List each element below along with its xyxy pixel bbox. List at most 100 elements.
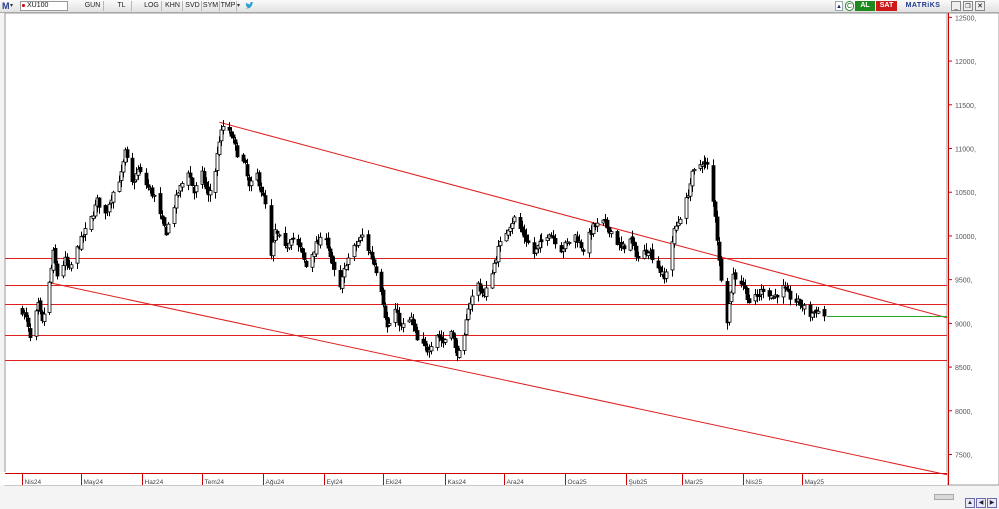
candle-body	[263, 195, 268, 205]
arrow-up-icon[interactable]: ▲	[835, 1, 843, 11]
candle-body	[42, 313, 47, 323]
candle-body	[656, 260, 661, 269]
candle-body	[374, 266, 379, 274]
price-tick-label: 9500,	[955, 278, 973, 285]
candle-body	[700, 164, 705, 167]
candle-body	[53, 247, 58, 264]
candle-body	[275, 230, 280, 234]
chevron-down-icon[interactable]: ▾	[10, 3, 14, 9]
c-button[interactable]: C	[845, 1, 854, 11]
minimize-icon[interactable]: _	[951, 1, 961, 11]
candle-body	[241, 154, 246, 162]
candle-body	[366, 234, 371, 251]
candle-body	[291, 237, 296, 240]
sell-button[interactable]: SAT	[876, 1, 897, 11]
candlestick-chart[interactable]: 12500, 12000, 11500, 11000, 10500, 10000, 9500…	[0, 12, 999, 497]
candle-body	[634, 245, 639, 258]
candle-body	[719, 258, 724, 281]
candle-body	[387, 323, 392, 326]
candle-body	[269, 205, 274, 256]
candle-body	[360, 234, 365, 238]
sym-button[interactable]: SYM	[202, 1, 220, 11]
candle-body	[298, 242, 303, 248]
candle-body	[561, 248, 566, 252]
chart-toolbar: M ▾ XU100 GUN TL LOG KHN SVD SYM TMP ▾ ▲…	[0, 0, 999, 13]
candle-body	[326, 237, 331, 249]
candle-body	[257, 172, 262, 187]
candle-body	[271, 241, 276, 257]
candle-body	[352, 244, 357, 258]
candle-body	[802, 304, 807, 310]
candle-body	[55, 263, 60, 277]
twitter-bird-icon[interactable]	[244, 1, 254, 11]
currency-button[interactable]: TL	[112, 1, 132, 11]
candle-body	[69, 264, 74, 269]
log-button[interactable]: LOG	[142, 1, 162, 11]
candle-body	[304, 260, 309, 267]
symbol-field[interactable]: XU100	[20, 1, 68, 11]
time-tick-label: Oca25	[568, 479, 588, 486]
candle-body	[705, 162, 710, 165]
candle-body	[725, 281, 730, 324]
buy-button[interactable]: AL	[855, 1, 875, 11]
candle-body	[415, 330, 420, 341]
tmp-button[interactable]: TMP	[220, 1, 237, 11]
candle-body	[757, 295, 762, 298]
close-icon[interactable]: ✕	[975, 1, 985, 11]
time-tick-label: Eki24	[386, 479, 403, 486]
time-tick-label: Şub25	[629, 479, 648, 486]
candle-body	[715, 216, 720, 241]
time-tick-label: Nis24	[25, 479, 42, 486]
svd-button[interactable]: SVD	[184, 1, 202, 11]
candle-body	[771, 297, 776, 299]
candle-body	[346, 257, 351, 265]
khn-button[interactable]: KHN	[163, 1, 183, 11]
candle-body	[646, 252, 651, 257]
time-tick-label: May25	[805, 479, 825, 486]
chevron-up-icon[interactable]: ▲	[965, 498, 975, 508]
price-tick-label: 9000,	[955, 321, 973, 328]
candle-body	[202, 171, 207, 184]
candle-body	[717, 241, 722, 261]
candle-body	[822, 309, 827, 317]
candle-body	[395, 309, 400, 313]
candle-body	[587, 231, 592, 254]
candle-body	[190, 177, 195, 187]
candle-body	[526, 240, 531, 243]
trend-line	[51, 282, 948, 476]
price-tick-label: 10000,	[955, 234, 976, 241]
candle-body	[180, 183, 185, 188]
arrow-left-icon[interactable]: ◀	[976, 498, 986, 508]
candle-body	[97, 197, 102, 208]
chevron-down-icon[interactable]: ▾	[237, 3, 241, 9]
candle-body	[89, 216, 94, 230]
candle-body	[227, 126, 232, 131]
candle-body	[492, 262, 497, 273]
candle-body	[219, 129, 224, 142]
arrow-right-icon[interactable]: ▶	[987, 498, 997, 508]
candle-body	[132, 181, 137, 183]
price-tick-label: 8000,	[955, 409, 973, 416]
candle-body	[24, 312, 29, 318]
period-button[interactable]: GUN	[82, 1, 104, 11]
candle-body	[277, 234, 282, 237]
candle-body	[457, 350, 462, 358]
candle-body	[61, 265, 66, 277]
candle-body	[166, 223, 171, 234]
candle-body	[261, 192, 266, 196]
candle-body	[215, 153, 220, 171]
candle-body	[146, 184, 151, 188]
candle-body	[176, 192, 181, 196]
candle-body	[393, 308, 398, 323]
candle-body	[462, 334, 467, 351]
candle-body	[810, 312, 815, 318]
price-chart[interactable]: 12500, 12000, 11500, 11000, 10500, 10000, 9500…	[0, 12, 999, 508]
time-tick-label: May24	[84, 479, 104, 486]
candle-body	[150, 187, 155, 197]
restore-icon[interactable]: ❐	[963, 1, 973, 11]
candle-body	[130, 157, 135, 183]
time-tick-label: Ağu24	[266, 479, 285, 486]
horizontal-scrollbar[interactable]	[934, 494, 954, 500]
candle-body	[302, 252, 307, 260]
candle-body	[605, 219, 610, 229]
